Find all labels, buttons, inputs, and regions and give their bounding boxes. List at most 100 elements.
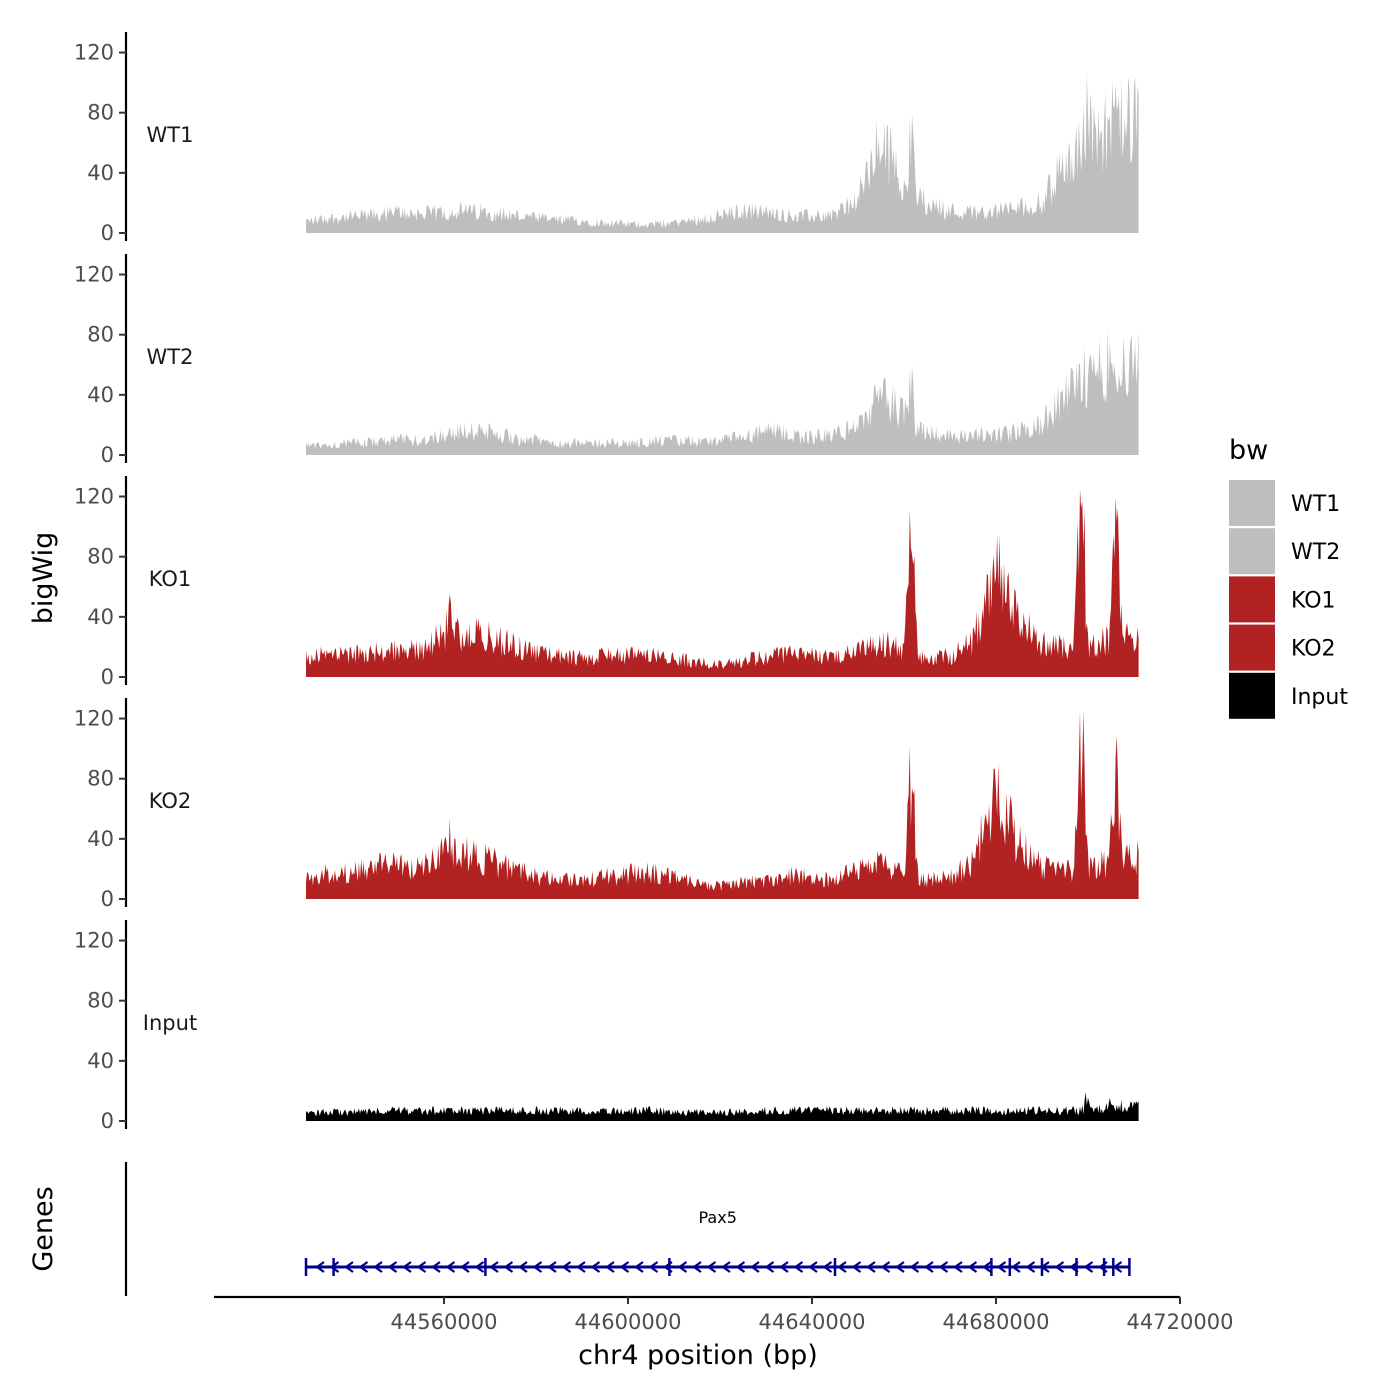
strand-arrow bbox=[793, 1261, 804, 1273]
strand-arrow bbox=[895, 1261, 905, 1273]
strand-arrow bbox=[779, 1261, 789, 1273]
strand-arrow bbox=[909, 1261, 920, 1273]
track-wt1: 0 40 80 120 WT1 bbox=[74, 32, 1139, 245]
x-tick-label: 44720000 bbox=[1127, 1310, 1234, 1334]
legend-swatch-wt2 bbox=[1229, 528, 1275, 575]
track-input: 0 40 80 120 Input bbox=[74, 920, 1139, 1133]
y-tick-label: 80 bbox=[87, 989, 114, 1013]
strand-arrow bbox=[605, 1261, 615, 1273]
strand-arrow bbox=[344, 1261, 354, 1273]
y-tick-label: 80 bbox=[87, 323, 114, 347]
y-tick-label: 0 bbox=[101, 1109, 114, 1133]
coverage-area-ko2 bbox=[306, 711, 1139, 899]
legend-swatch-wt1 bbox=[1229, 480, 1275, 526]
y-tick-label: 0 bbox=[101, 221, 114, 245]
strand-arrow bbox=[373, 1261, 383, 1273]
strand-arrow bbox=[837, 1261, 847, 1273]
legend-label-wt2: WT2 bbox=[1291, 540, 1340, 565]
legend-swatch-ko2 bbox=[1229, 624, 1275, 671]
strand-arrow bbox=[851, 1261, 862, 1273]
coverage-area-input bbox=[306, 1092, 1139, 1121]
strand-arrow bbox=[721, 1261, 731, 1273]
strand-arrow bbox=[445, 1261, 456, 1273]
legend-title: bw bbox=[1229, 435, 1268, 466]
legend-label-ko2: KO2 bbox=[1291, 637, 1336, 662]
legend-label-input: Input bbox=[1291, 685, 1348, 710]
strand-arrow bbox=[1011, 1261, 1021, 1273]
legend: bw WT1 WT2 KO1 KO2 Input bbox=[1229, 435, 1348, 719]
strand-arrow bbox=[822, 1261, 833, 1273]
legend-label-wt1: WT1 bbox=[1291, 492, 1340, 517]
y-tick-label: 80 bbox=[87, 545, 114, 569]
gene-name-label: Pax5 bbox=[699, 1208, 737, 1227]
strand-arrow bbox=[402, 1261, 412, 1273]
strand-arrow bbox=[619, 1261, 630, 1273]
x-tick-label: 44560000 bbox=[391, 1310, 498, 1334]
genes-panel: Genes Pax5 bbox=[28, 1162, 1131, 1296]
legend-swatch-input bbox=[1229, 672, 1275, 719]
y-tick-label: 40 bbox=[87, 383, 114, 407]
x-axis-title: chr4 position (bp) bbox=[578, 1340, 818, 1371]
y-tick-label: 120 bbox=[74, 41, 114, 65]
strand-arrow bbox=[518, 1261, 528, 1273]
y-tick-label: 120 bbox=[74, 707, 114, 731]
strand-arrow bbox=[489, 1261, 499, 1273]
strand-arrow bbox=[387, 1261, 398, 1273]
y-tick-label: 40 bbox=[87, 161, 114, 185]
y-tick-label: 80 bbox=[87, 101, 114, 125]
track-label-wt1: WT1 bbox=[147, 123, 194, 147]
strand-arrow bbox=[532, 1261, 543, 1273]
y-tick-label: 120 bbox=[74, 485, 114, 509]
strand-arrow bbox=[358, 1261, 369, 1273]
legend-label-ko1: KO1 bbox=[1291, 588, 1336, 613]
strand-arrow bbox=[706, 1261, 717, 1273]
strand-arrow bbox=[315, 1261, 325, 1273]
strand-arrow bbox=[996, 1261, 1007, 1273]
strand-arrow bbox=[967, 1261, 978, 1273]
y-axis-title: bigWig bbox=[28, 532, 59, 625]
y-tick-label: 0 bbox=[101, 443, 114, 467]
track-wt2: 0 40 80 120 WT2 bbox=[74, 254, 1139, 467]
legend-swatch-ko1 bbox=[1229, 576, 1275, 623]
strand-arrow bbox=[880, 1261, 891, 1273]
y-tick-label: 40 bbox=[87, 827, 114, 851]
coverage-area-wt1 bbox=[306, 71, 1139, 233]
strand-arrow bbox=[329, 1261, 340, 1273]
strand-arrow bbox=[561, 1261, 572, 1273]
strand-arrow bbox=[634, 1261, 644, 1273]
track-ko1: 0 40 80 120 KO1 bbox=[74, 476, 1139, 689]
strand-arrow bbox=[1054, 1261, 1065, 1273]
x-axis: 44560000 44600000 44640000 44680000 44720000… bbox=[214, 1295, 1234, 1371]
y-tick-label: 80 bbox=[87, 767, 114, 791]
strand-arrow bbox=[808, 1261, 818, 1273]
y-tick-label: 40 bbox=[87, 1049, 114, 1073]
strand-arrow bbox=[750, 1261, 760, 1273]
strand-arrow bbox=[692, 1261, 702, 1273]
y-tick-label: 120 bbox=[74, 263, 114, 287]
strand-arrow bbox=[576, 1261, 586, 1273]
strand-arrow bbox=[1083, 1261, 1094, 1273]
strand-arrow bbox=[1025, 1261, 1036, 1273]
strand-arrow bbox=[474, 1261, 485, 1273]
coverage-area-wt2 bbox=[306, 326, 1139, 455]
strand-arrow bbox=[764, 1261, 775, 1273]
y-tick-label: 0 bbox=[101, 665, 114, 689]
strand-arrow bbox=[953, 1261, 963, 1273]
strand-arrow bbox=[590, 1261, 601, 1273]
track-label-ko2: KO2 bbox=[149, 789, 192, 813]
strand-arrow bbox=[938, 1261, 949, 1273]
x-tick-label: 44600000 bbox=[575, 1310, 682, 1334]
track-label-input: Input bbox=[143, 1011, 197, 1035]
strand-arrow bbox=[677, 1261, 688, 1273]
strand-arrow bbox=[431, 1261, 441, 1273]
y-tick-label: 0 bbox=[101, 887, 114, 911]
strand-arrow bbox=[460, 1261, 470, 1273]
strand-arrow bbox=[416, 1261, 427, 1273]
strand-arrow bbox=[547, 1261, 557, 1273]
x-tick-label: 44640000 bbox=[759, 1310, 866, 1334]
track-ko2: 0 40 80 120 KO2 bbox=[74, 698, 1139, 911]
y-tick-label: 40 bbox=[87, 605, 114, 629]
strand-arrow bbox=[648, 1261, 659, 1273]
